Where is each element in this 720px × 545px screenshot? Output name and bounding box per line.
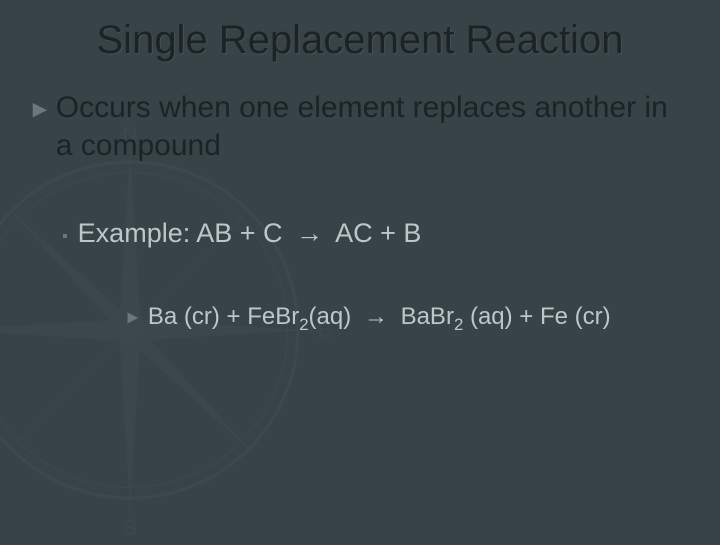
slide-content: Single Replacement Reaction ► Occurs whe… bbox=[0, 0, 720, 353]
slide-title: Single Replacement Reaction bbox=[28, 18, 692, 63]
example-text: Example: AB + C → AC + B bbox=[78, 218, 422, 249]
definition-text: Occurs when one element replaces another… bbox=[56, 89, 692, 164]
square-bullet-icon: ▪ bbox=[62, 228, 68, 246]
arrow-icon: → bbox=[296, 218, 323, 249]
chemical-equation: Ba (cr) + FeBr2(aq) → BaBr2 (aq) + Fe (c… bbox=[148, 303, 611, 335]
example-line: ▪ Example: AB + C → AC + B bbox=[62, 218, 692, 249]
triangle-bullet-icon: ► bbox=[124, 307, 142, 328]
arrow-icon: → bbox=[364, 303, 388, 331]
equation-line: ► Ba (cr) + FeBr2(aq) → BaBr2 (aq) + Fe … bbox=[124, 303, 692, 335]
svg-text:S: S bbox=[123, 517, 137, 540]
definition-line: ► Occurs when one element replaces anoth… bbox=[28, 89, 692, 164]
triangle-bullet-icon: ► bbox=[28, 95, 52, 125]
